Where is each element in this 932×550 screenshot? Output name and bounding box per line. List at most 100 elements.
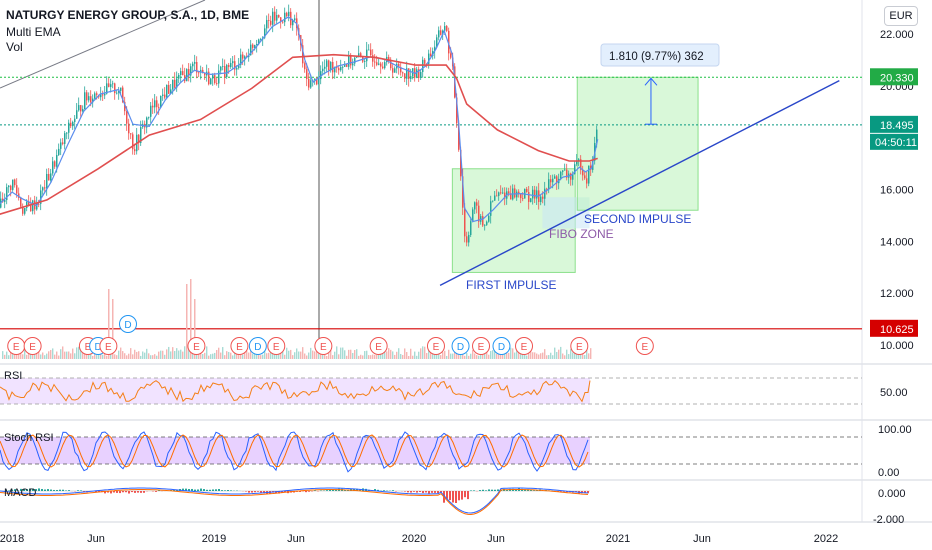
macd-histogram-bar [479,490,481,491]
volume-bar [492,350,494,359]
candle-body [72,121,74,127]
candle-body [180,71,182,76]
candle-body [358,53,360,57]
volume-bar [302,347,304,359]
candle-body [436,37,438,47]
volume-bar [74,353,76,359]
indicator-vol[interactable]: Vol [6,40,23,54]
volume-bar [188,348,190,359]
macd-histogram-bar [515,489,517,491]
candle-body [438,30,440,38]
indicator-multi-ema[interactable]: Multi EMA [6,25,61,39]
candle-body [310,80,312,88]
candle-body [102,94,104,96]
volume-bar [122,351,124,359]
candle-body [252,44,254,48]
candle-body [170,89,172,94]
volume-bar [466,353,468,359]
candle-body [560,171,562,179]
candle-body [582,169,584,176]
dividend-marker [451,337,470,355]
candle-body [420,72,422,78]
stoch-rsi-label[interactable]: Stoch RSI [4,432,54,444]
macd-histogram-bar [299,491,301,492]
volume-bar [412,355,414,359]
candle-body [268,20,270,21]
volume-bar [508,352,510,359]
time-tick-label: 2020 [402,533,426,545]
volume-bar [158,351,160,359]
candle-body [292,20,294,26]
volume-bar [136,351,138,359]
candle-body [258,39,260,44]
volume-bar [234,351,236,359]
rsi-tick-label: 50.00 [880,387,908,399]
time-tick-label: Jun [87,533,105,545]
volume-bar [118,350,120,359]
candle-body [16,185,18,194]
volume-bar [548,355,550,359]
earnings-marker [570,337,589,355]
countdown-badge [870,133,918,150]
earnings-marker [426,337,445,355]
candle-body [48,173,50,181]
level-20330-badge [870,68,918,86]
candle-body [516,191,518,198]
candle-body [42,187,44,191]
candle-body [192,63,194,67]
volume-bar [150,355,152,359]
time-tick-label: Jun [287,533,305,545]
macd-histogram-bar [17,490,19,491]
candle-body [106,83,108,94]
candle-body [24,208,26,214]
volume-bar [70,353,72,359]
earnings-marker [99,337,118,355]
volume-bar [170,351,172,359]
macd-histogram-bar [485,490,487,491]
macd-histogram-bar [20,488,22,491]
volume-bar [588,353,590,359]
macd-histogram-bar [122,491,124,493]
candle-body [472,209,474,222]
price-tick-label: 16.000 [880,185,914,197]
volume-bar [476,355,478,359]
volume-bar [220,352,222,359]
rsi-band [0,378,590,404]
macd-histogram-bar [191,488,193,491]
event-marker-label: E [105,342,112,353]
candle-body [380,63,382,67]
macd-histogram-bar [29,488,31,491]
macd-histogram-bar [128,491,130,494]
macd-histogram-bar [581,491,583,494]
currency-button[interactable]: EUR [884,6,918,26]
macd-histogram-bar [434,491,436,493]
macd-histogram-bar [587,491,589,494]
macd-histogram-bar [314,490,316,491]
candle-body [248,55,250,58]
volume-bar [34,354,36,359]
volume-bar [16,351,18,359]
candle-body [156,100,158,108]
volume-bar [280,352,282,359]
time-tick-label: 2019 [202,533,226,545]
volume-bar [314,351,316,359]
candle-body [544,188,546,199]
volume-bar [546,355,548,359]
candle-body [492,200,494,202]
volume-bar [6,351,8,359]
volume-bar [182,351,184,359]
rsi-label[interactable]: RSI [4,370,23,382]
volume-bar [264,350,266,359]
macd-histogram-bar [68,490,70,491]
volume-bar [472,349,474,359]
candle-body [522,198,524,199]
macd-histogram-bar [41,488,43,491]
volume-bar [380,351,382,359]
stoch-tick-label: 0.00 [878,467,899,479]
macd-histogram-bar [47,489,49,491]
macd-label[interactable]: MACD [4,487,37,499]
candle-body [62,142,64,144]
macd-histogram-bar [473,490,475,491]
volume-bar [386,351,388,359]
